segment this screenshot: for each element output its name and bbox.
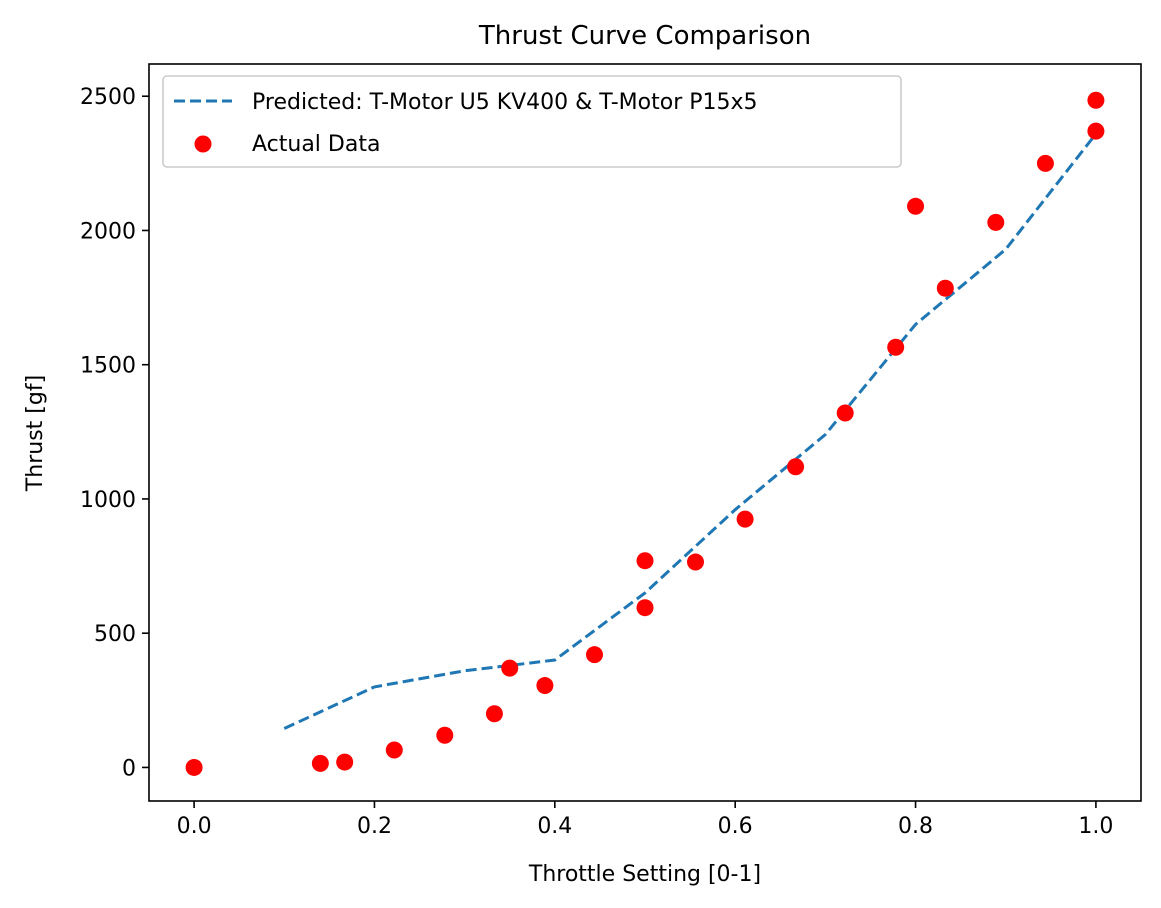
x-tick-label: 0.2 <box>357 814 392 839</box>
legend: Predicted: T-Motor U5 KV400 & T-Motor P1… <box>162 75 902 168</box>
actual-data-point <box>736 510 754 528</box>
predicted-thrust-line <box>283 132 1098 730</box>
legend-marker-swatch <box>194 135 212 153</box>
actual-data-point <box>311 754 329 772</box>
plot-area <box>185 91 1105 776</box>
x-tick-label: 0.6 <box>718 814 753 839</box>
legend-box <box>162 75 902 168</box>
y-tick-label: 2500 <box>80 85 136 110</box>
chart-title: Thrust Curve Comparison <box>478 21 811 51</box>
y-tick-label: 1000 <box>80 488 136 513</box>
actual-data-point <box>586 646 603 664</box>
x-tick-label: 0.8 <box>898 814 933 839</box>
legend-label-actual: Actual Data <box>252 132 380 157</box>
actual-data-point <box>1036 154 1054 172</box>
actual-data-point <box>636 552 654 570</box>
axes: 0.0 0.2 0.4 0.6 0.8 1.0 0 500 1000 1500 2000 2500 <box>80 63 1142 839</box>
actual-data-point <box>936 279 954 297</box>
x-axis-title: Throttle Setting [0-1] <box>528 862 761 887</box>
actual-data-point <box>485 705 503 723</box>
y-tick-label: 1500 <box>80 354 136 379</box>
actual-data-point <box>787 458 805 476</box>
actual-data-point <box>887 338 905 356</box>
actual-data-point <box>1087 91 1105 109</box>
x-tick-label: 0.4 <box>537 814 572 839</box>
y-tick-label: 500 <box>94 622 136 647</box>
actual-data-point <box>385 741 403 759</box>
y-axis-title: Thrust [gf] <box>23 375 48 492</box>
actual-data-point <box>636 599 654 617</box>
actual-data-point <box>1087 122 1105 140</box>
legend-label-predicted: Predicted: T-Motor U5 KV400 & T-Motor P1… <box>252 90 758 115</box>
x-tick-label: 1.0 <box>1078 814 1113 839</box>
actual-data-point <box>836 404 854 422</box>
actual-data-point <box>907 197 925 215</box>
y-tick-label: 0 <box>122 756 136 781</box>
actual-data-point <box>336 753 354 771</box>
actual-data-point <box>185 758 203 776</box>
actual-data-point <box>687 553 704 571</box>
axes-frame <box>148 63 1142 802</box>
actual-data-point <box>536 677 554 695</box>
x-tick-label: 0.0 <box>177 814 212 839</box>
actual-data-point <box>501 659 519 677</box>
y-tick-label: 2000 <box>80 219 136 244</box>
actual-data-point <box>987 213 1005 231</box>
actual-data-point <box>436 726 454 744</box>
